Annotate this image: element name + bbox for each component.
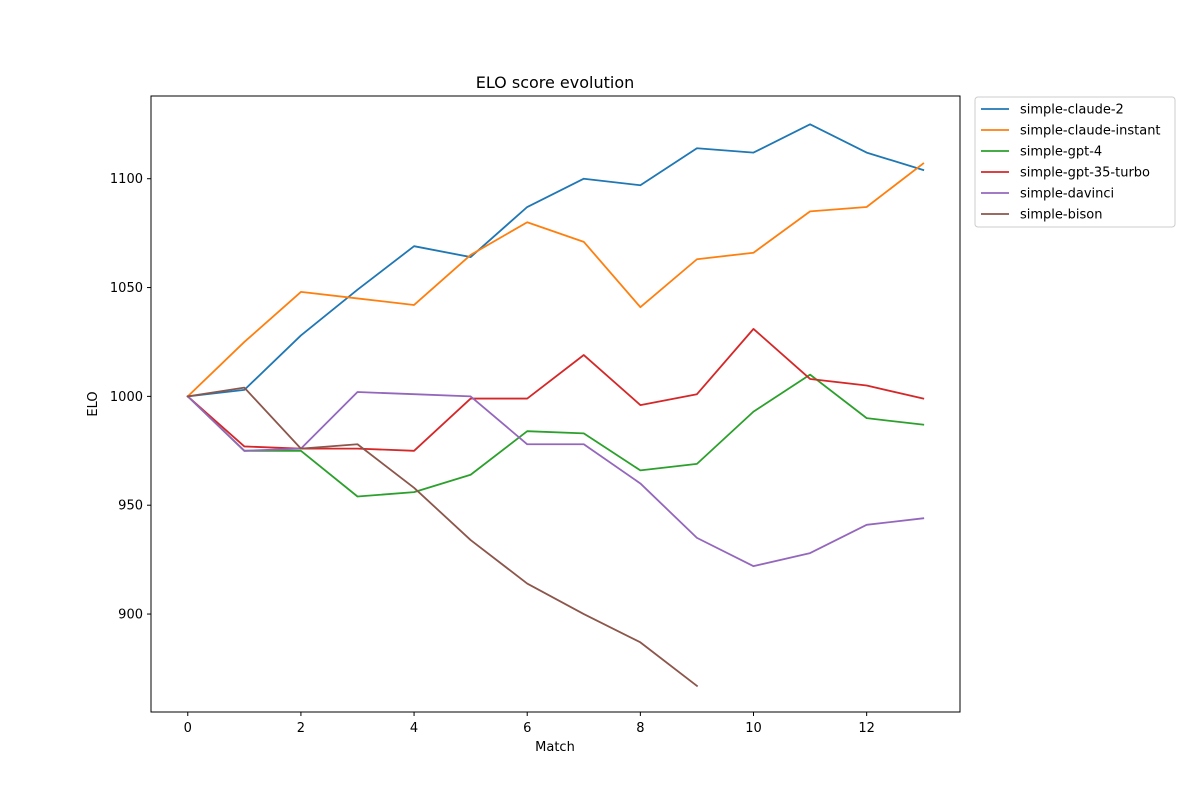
y-axis-label: ELO	[86, 391, 101, 416]
y-tick-label: 1100	[110, 172, 143, 187]
x-tick-label: 8	[636, 721, 644, 736]
x-tick-label: 10	[745, 721, 762, 736]
plot-frame	[150, 95, 961, 713]
plot-area	[186, 123, 925, 688]
legend: simple-claude-2 simple-claude-instant simp…	[974, 96, 1176, 228]
y-tick-label: 1050	[110, 281, 143, 296]
x-tick-label: 6	[523, 721, 531, 736]
y-axis: 900 950 1000 1050 1100	[110, 172, 151, 623]
legend-label: simple-gpt-35-turbo	[1020, 166, 1150, 181]
x-axis: 0 2 4 6 8 10 12	[184, 712, 875, 736]
legend-label: simple-claude-2	[1020, 103, 1124, 118]
series-line-simple-claude-instant	[186, 162, 925, 398]
legend-frame	[974, 96, 1176, 228]
series-line-simple-davinci	[186, 391, 925, 568]
legend-label: simple-bison	[1020, 208, 1102, 223]
y-tick-label: 950	[118, 499, 143, 514]
series-line-simple-claude-2	[186, 123, 925, 398]
y-tick-label: 900	[118, 608, 143, 623]
x-axis-label: Match	[535, 740, 575, 755]
series-line-simple-bison	[186, 386, 699, 688]
legend-label: simple-davinci	[1020, 187, 1114, 202]
x-tick-label: 4	[410, 721, 418, 736]
legend-label: simple-gpt-4	[1020, 145, 1102, 160]
x-tick-label: 12	[858, 721, 875, 736]
x-tick-label: 2	[297, 721, 305, 736]
y-tick-label: 1000	[110, 390, 143, 405]
series-line-simple-gpt-4	[186, 373, 925, 498]
chart-title: ELO score evolution	[476, 73, 635, 92]
x-tick-label: 0	[184, 721, 192, 736]
legend-label: simple-claude-instant	[1020, 124, 1161, 139]
